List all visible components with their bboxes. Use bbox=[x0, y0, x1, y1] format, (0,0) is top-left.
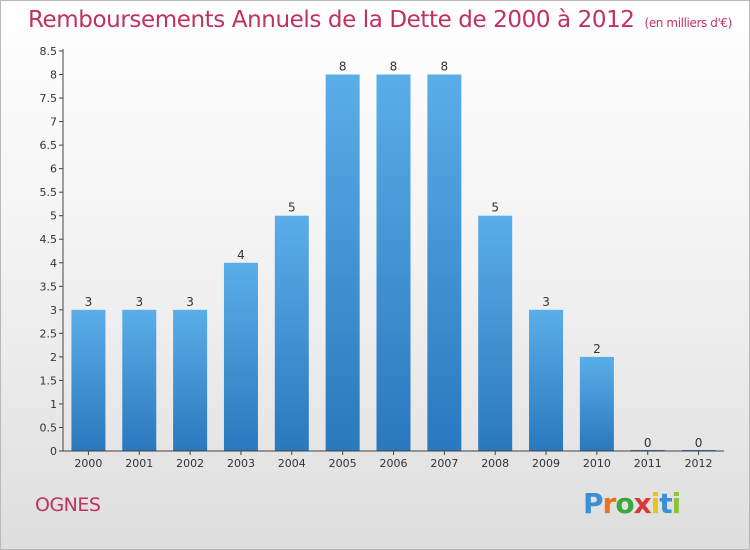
y-tick-label: 4 bbox=[50, 257, 57, 270]
data-label-2000: 3 bbox=[85, 295, 93, 309]
y-tick-label: 1 bbox=[50, 398, 57, 411]
y-tick-label: 0.5 bbox=[40, 421, 58, 434]
x-tick-label: 2006 bbox=[380, 457, 408, 470]
chart-title: Remboursements Annuels de la Dette de 20… bbox=[28, 7, 732, 33]
y-tick-label: 6 bbox=[50, 163, 57, 176]
bar-2004 bbox=[274, 215, 309, 451]
bar-2002 bbox=[173, 309, 208, 451]
bar-2007 bbox=[427, 74, 462, 451]
y-tick-label: 4.5 bbox=[40, 233, 58, 246]
logo-letter: i bbox=[671, 487, 682, 520]
data-label-2003: 4 bbox=[237, 248, 245, 262]
data-label-2010: 2 bbox=[593, 342, 601, 356]
x-tick-label: 2008 bbox=[481, 457, 509, 470]
bar-2005 bbox=[325, 74, 360, 451]
logo-letter: x bbox=[633, 487, 652, 520]
y-tick-label: 0 bbox=[50, 445, 57, 458]
y-tick-label: 5.5 bbox=[40, 186, 58, 199]
y-tick-label: 1.5 bbox=[40, 374, 58, 387]
chart-title-text: Remboursements Annuels de la Dette de 20… bbox=[28, 7, 635, 33]
x-tick-label: 2001 bbox=[125, 457, 153, 470]
bar-2003 bbox=[223, 262, 258, 451]
chart-subtitle: (en milliers d'€) bbox=[644, 16, 733, 30]
data-label-2004: 5 bbox=[288, 201, 296, 215]
x-axis: 2000 2001 2002 2003 2004 2005 2006 2007 2008 2009… bbox=[63, 450, 724, 470]
y-axis: 0 0.5 1 1.5 2 2.5 3 3.5 4 4.5 5 5.5 6 6.5 7 7.5 8 8.5 bbox=[40, 45, 64, 458]
data-label-2001: 3 bbox=[135, 295, 143, 309]
logo-letter: P bbox=[583, 487, 604, 520]
y-tick-label: 8 bbox=[50, 69, 57, 82]
bar-2000 bbox=[71, 309, 106, 451]
data-label-2012: 0 bbox=[695, 436, 703, 450]
x-tick-label: 2003 bbox=[227, 457, 255, 470]
logo-letter: o bbox=[615, 487, 634, 520]
x-tick-label: 2012 bbox=[685, 457, 713, 470]
logo-letter: i bbox=[650, 487, 661, 520]
x-tick-label: 2010 bbox=[583, 457, 611, 470]
data-label-2008: 5 bbox=[491, 201, 499, 215]
bar-2001 bbox=[122, 309, 157, 451]
y-tick-label: 3.5 bbox=[40, 280, 58, 293]
bar-2006 bbox=[376, 74, 411, 451]
y-tick-label: 2 bbox=[50, 351, 57, 364]
y-tick-label: 3 bbox=[50, 304, 57, 317]
data-label-2009: 3 bbox=[542, 295, 550, 309]
bar-2010 bbox=[579, 356, 614, 451]
data-label-2005: 8 bbox=[339, 60, 347, 74]
commune-name: OGNES bbox=[35, 494, 101, 516]
bar-2008 bbox=[478, 215, 513, 451]
bar-2009 bbox=[529, 309, 564, 451]
y-tick-label: 6.5 bbox=[40, 139, 58, 152]
data-label-2011: 0 bbox=[644, 436, 652, 450]
x-tick-label: 2011 bbox=[634, 457, 662, 470]
x-tick-label: 2005 bbox=[329, 457, 357, 470]
y-tick-label: 7 bbox=[50, 116, 57, 129]
data-label-2006: 8 bbox=[390, 60, 398, 74]
x-tick-label: 2009 bbox=[532, 457, 560, 470]
y-tick-label: 8.5 bbox=[40, 45, 58, 58]
data-label-2007: 8 bbox=[441, 60, 449, 74]
proxiti-logo: Proxiti bbox=[583, 487, 682, 520]
y-tick-label: 7.5 bbox=[40, 92, 58, 105]
x-tick-label: 2000 bbox=[74, 457, 102, 470]
data-label-2002: 3 bbox=[186, 295, 194, 309]
x-tick-label: 2007 bbox=[430, 457, 458, 470]
y-tick-label: 2.5 bbox=[40, 327, 58, 340]
logo-letter: r bbox=[602, 487, 617, 520]
logo-letter: t bbox=[659, 487, 672, 520]
x-tick-label: 2004 bbox=[278, 457, 306, 470]
x-tick-label: 2002 bbox=[176, 457, 204, 470]
y-tick-label: 5 bbox=[50, 210, 57, 223]
bars: 3 3 3 4 5 8 8 8 5 3 2 0 0 bbox=[71, 60, 716, 451]
